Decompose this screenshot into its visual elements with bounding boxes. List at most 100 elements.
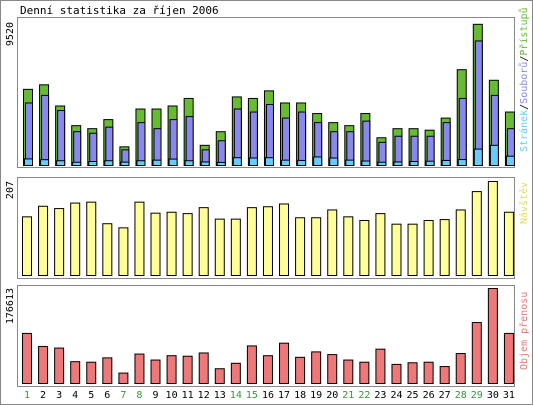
day-label: 17 <box>278 390 290 401</box>
bar-navstev <box>54 208 65 277</box>
bar-objem-prenosu <box>327 354 338 384</box>
legend-separator: / <box>519 56 530 62</box>
bar-objem-prenosu <box>166 355 177 385</box>
bar-stranek <box>361 160 371 167</box>
bar-navstev <box>166 211 177 277</box>
bar-navstev <box>279 203 290 277</box>
bar-navstev <box>86 201 97 276</box>
legend-top: Stránek/Souborů/Přístupů <box>518 7 530 152</box>
bar-navstev <box>118 227 129 277</box>
bar-navstev <box>407 223 418 276</box>
day-label: 31 <box>503 390 515 401</box>
legend-item-2: Souborů <box>518 62 530 104</box>
bar-souboru <box>105 126 114 167</box>
bar-stranek <box>377 161 387 167</box>
bar-objem-prenosu <box>455 353 466 384</box>
bar-stranek <box>104 160 114 167</box>
bar-stranek <box>409 161 419 167</box>
day-label: 18 <box>294 390 306 401</box>
bar-navstev <box>22 216 32 276</box>
bar-stranek <box>200 161 210 167</box>
bar-objem-prenosu <box>359 361 370 385</box>
bar-objem-prenosu <box>118 372 129 384</box>
bar-souboru <box>265 103 274 166</box>
bar-navstev <box>134 201 145 276</box>
bar-stranek <box>40 159 50 167</box>
bar-souboru <box>298 111 307 166</box>
day-label: 11 <box>182 390 194 401</box>
bar-objem-prenosu <box>407 362 418 384</box>
bar-navstev <box>391 223 402 276</box>
bar-navstev <box>327 209 338 276</box>
legend-separator: / <box>519 104 530 110</box>
legend-navstev: Návštěv <box>518 182 530 224</box>
bar-souboru <box>458 97 467 166</box>
bar-objem-prenosu <box>70 361 81 384</box>
bar-navstev <box>375 213 386 277</box>
bar-navstev <box>198 207 209 276</box>
bar-souboru <box>57 110 66 166</box>
bar-stranek <box>313 156 323 166</box>
bar-stranek <box>136 160 146 167</box>
bar-stranek <box>329 157 339 167</box>
bar-navstev <box>182 213 193 277</box>
day-label: 24 <box>390 390 402 401</box>
bar-stranek <box>457 159 467 167</box>
day-label: 19 <box>310 390 322 401</box>
bar-objem-prenosu <box>295 356 306 384</box>
bar-stranek <box>441 159 451 167</box>
bar-stranek <box>393 161 403 167</box>
day-label: 3 <box>56 390 62 401</box>
bar-stranek <box>345 159 355 167</box>
legend-item-3: Přístupů <box>518 7 530 55</box>
bar-objem-prenosu <box>503 332 514 385</box>
bar-navstev <box>423 220 434 276</box>
bar-objem-prenosu <box>423 361 434 385</box>
day-label: 14 <box>230 390 242 401</box>
bar-souboru <box>394 135 403 166</box>
bar-souboru <box>249 111 258 166</box>
bar-stranek <box>152 159 162 167</box>
day-label: 23 <box>374 390 386 401</box>
bar-navstev <box>471 191 482 276</box>
bar-objem-prenosu <box>471 322 482 384</box>
bar-navstev <box>343 216 354 276</box>
ymax-label-2: 207 <box>5 181 16 199</box>
bar-objem-prenosu <box>102 357 113 385</box>
bar-souboru <box>25 102 33 166</box>
bar-navstev <box>230 218 241 276</box>
day-label: 9 <box>153 390 159 401</box>
bar-souboru <box>137 122 146 166</box>
bar-souboru <box>217 140 226 167</box>
bar-stranek <box>232 157 242 167</box>
bar-souboru <box>233 108 242 167</box>
bar-souboru <box>474 40 483 166</box>
day-label: 22 <box>358 390 370 401</box>
bar-objem-prenosu <box>487 288 498 384</box>
day-label: 10 <box>166 390 178 401</box>
bar-objem-prenosu <box>375 348 386 385</box>
bar-objem-prenosu <box>439 366 450 384</box>
day-label: 4 <box>72 390 78 401</box>
bar-souboru <box>89 132 98 166</box>
bar-souboru <box>185 116 194 166</box>
bar-navstev <box>102 223 113 277</box>
bar-stranek <box>489 144 499 167</box>
bar-objem-prenosu <box>214 368 225 385</box>
bar-stranek <box>425 160 435 167</box>
bar-stranek <box>248 157 258 167</box>
day-label: 29 <box>471 390 483 401</box>
bar-objem-prenosu <box>38 345 49 385</box>
day-label: 2 <box>40 390 46 401</box>
bar-objem-prenosu <box>134 353 145 385</box>
bar-stranek <box>88 161 98 167</box>
day-label: 8 <box>136 390 142 401</box>
bar-objem-prenosu <box>54 347 65 384</box>
bar-objem-prenosu <box>262 355 273 385</box>
bar-stranek <box>281 159 291 167</box>
bar-objem-prenosu <box>391 363 402 385</box>
bar-navstev <box>214 218 225 276</box>
legend-objem-prenosu: Objem přenosu <box>518 292 530 370</box>
